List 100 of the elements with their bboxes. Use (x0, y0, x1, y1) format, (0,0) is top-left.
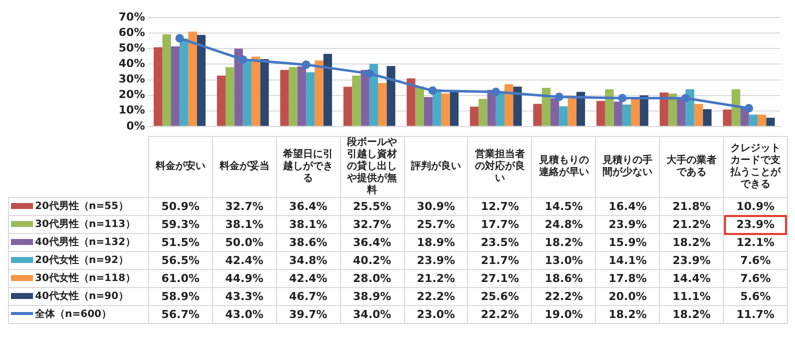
legend-label: 30代男性（n=113） (35, 218, 136, 230)
bar (378, 82, 387, 126)
bar (576, 92, 586, 126)
legend-label: 40代男性（n=132） (35, 236, 136, 248)
data-label: 22.2% (416, 290, 456, 302)
data-label: 30.9% (416, 200, 456, 212)
bar (323, 54, 332, 126)
bar (758, 114, 766, 126)
data-label: 22.2% (544, 290, 583, 302)
data-label: 23.5% (480, 236, 519, 248)
data-label: 21.2% (672, 218, 711, 230)
bar (450, 92, 459, 126)
data-label: 21.2% (416, 272, 456, 284)
bar (732, 89, 740, 126)
x-tick-label: 大手の業者である (660, 136, 724, 198)
data-label: 34.0% (353, 308, 392, 320)
data-label: 23.9% (608, 218, 647, 230)
point (744, 104, 754, 112)
data-label: 15.9% (608, 236, 647, 248)
bar (306, 72, 315, 126)
data-label: 18.9% (416, 236, 456, 248)
bar (470, 106, 479, 126)
data-label: 23.9% (416, 254, 456, 266)
data-label: 38.9% (353, 290, 392, 302)
data-label: 32.7% (353, 218, 392, 230)
bar (568, 97, 576, 126)
bar (766, 118, 775, 126)
data-label: 22.2% (480, 308, 519, 320)
data-label: 43.3% (225, 290, 264, 302)
bar (216, 76, 226, 126)
bar (668, 93, 677, 126)
legend-label: 30代女性（n=118） (35, 272, 136, 284)
bar (196, 34, 206, 126)
data-label: 17.7% (480, 218, 519, 230)
y-tick-label: 30% (118, 72, 145, 86)
data-label: 59.3% (161, 218, 200, 230)
x-tick-label: 希望日に引越しができる (276, 136, 340, 198)
data-label: 14.1% (608, 254, 647, 266)
bar (559, 106, 568, 126)
bar (533, 104, 542, 126)
bar (676, 98, 686, 126)
y-tick-label: 20% (118, 88, 145, 102)
data-label: 12.7% (480, 200, 519, 212)
data-label: 38.6% (289, 236, 328, 248)
bar (154, 47, 162, 126)
data-label: 24.8% (544, 218, 583, 230)
data-label: 23.9% (672, 254, 711, 266)
bar (441, 93, 450, 126)
data-label: 18.2% (544, 236, 583, 248)
bar (288, 67, 298, 126)
bar (496, 92, 505, 126)
legend-label: 20代女性（n=92） (35, 254, 128, 266)
x-tick-label: 段ボールや引越し資材の貸し出しや提供が無料 (340, 136, 404, 198)
y-tick-label: 60% (118, 26, 145, 39)
data-label: 7.6% (740, 254, 771, 266)
data-label: 50.9% (161, 200, 200, 212)
data-label: 56.5% (161, 254, 200, 266)
data-label: 20.0% (608, 290, 647, 302)
bar (352, 76, 361, 126)
data-label: 36.4% (289, 200, 328, 212)
bar (702, 109, 712, 126)
data-label: 25.7% (416, 218, 456, 230)
data-label: 25.6% (480, 290, 519, 302)
point (681, 94, 690, 102)
data-label: 17.8% (608, 272, 647, 284)
data-label: 44.9% (225, 272, 264, 284)
y-tick-label: 70% (118, 10, 145, 24)
data-label: 18.6% (544, 272, 583, 284)
point (365, 69, 374, 78)
data-label: 51.5% (161, 236, 200, 248)
data-label: 36.4% (353, 236, 392, 248)
bar (748, 114, 758, 126)
data-label: 46.7% (289, 290, 328, 302)
data-label: 11.1% (672, 290, 711, 302)
data-label: 56.7% (161, 308, 200, 320)
data-label: 5.6% (740, 290, 771, 302)
bar (226, 67, 234, 126)
data-label: 38.1% (289, 218, 328, 230)
x-tick-label: 見積りの手間が少ない (596, 136, 660, 198)
data-label: 18.2% (672, 236, 711, 248)
y-tick-label: 40% (118, 57, 145, 70)
bar (631, 98, 640, 126)
bar (694, 104, 703, 126)
data-label: 28.0% (353, 272, 392, 284)
bar (260, 59, 269, 126)
point (238, 55, 248, 64)
data-label: 18.2% (608, 308, 647, 320)
bar (622, 104, 632, 126)
bar (406, 78, 416, 126)
bar (487, 90, 496, 126)
data-label: 10.9% (736, 200, 775, 212)
data-label: 27.1% (480, 272, 519, 284)
bar (162, 34, 171, 126)
data-label: 19.0% (544, 308, 583, 320)
bar (424, 97, 433, 126)
data-label: 25.5% (353, 200, 392, 212)
bar (660, 92, 668, 126)
data-label: 39.7% (289, 308, 328, 320)
x-tick-label: 料金が安い (148, 136, 212, 198)
point (428, 86, 437, 95)
